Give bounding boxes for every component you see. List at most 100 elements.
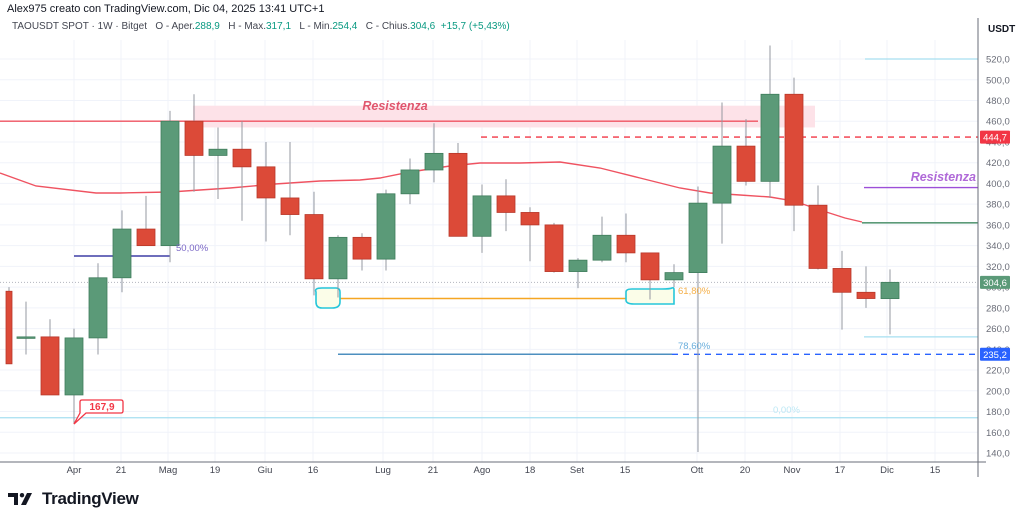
fib-50-label: 50,00% — [176, 243, 209, 254]
candle-down — [856, 291, 876, 299]
price-tick: 220,0 — [986, 366, 1010, 377]
candle-down — [736, 145, 756, 182]
price-tick: 260,0 — [986, 324, 1010, 335]
highlight-box-left — [314, 287, 341, 309]
candle-up — [208, 148, 228, 156]
time-tick: 17 — [835, 465, 846, 476]
time-tick: 21 — [116, 465, 127, 476]
annotation-labels: Resistenza Resistenza 50,00% 61,80% 78,60% 0,… — [73, 99, 976, 425]
time-tick: Set — [570, 465, 585, 476]
time-tick: 15 — [930, 465, 941, 476]
chart-attribution: Alex975 creato con TradingView.com, Dic … — [7, 3, 325, 15]
price-tick: 400,0 — [986, 179, 1010, 190]
candle-down — [280, 197, 300, 215]
price-tick: 160,0 — [986, 428, 1010, 439]
symbol-legend: TAOUSDT SPOT · 1W · Bitget O - Aper.288,… — [12, 21, 510, 32]
candle-down — [808, 204, 828, 269]
resistance-zone — [193, 105, 815, 128]
price-badge-label: 444,7 — [983, 133, 1007, 144]
price-tick: 520,0 — [986, 55, 1010, 66]
time-tick: Mag — [159, 465, 177, 476]
time-tick: 15 — [620, 465, 631, 476]
time-tick: Nov — [784, 465, 801, 476]
price-badge — [980, 347, 1010, 361]
time-tick: Dic — [880, 465, 894, 476]
time-tick: Giu — [258, 465, 273, 476]
price-tick: 420,0 — [986, 158, 1010, 169]
candle-down — [256, 166, 276, 199]
resistance-right-label: Resistenza — [911, 170, 976, 184]
candle-up — [400, 169, 420, 195]
currency-label: USDT — [988, 24, 1016, 35]
low-callout-label: 167,9 — [89, 402, 114, 413]
candle-up — [112, 228, 132, 279]
candle-down — [304, 214, 324, 280]
candle-up — [160, 120, 180, 247]
candles — [5, 45, 900, 452]
time-tick: 21 — [428, 465, 439, 476]
time-tick: Lug — [375, 465, 391, 476]
time-tick: 20 — [740, 465, 751, 476]
price-tick: 500,0 — [986, 75, 1010, 86]
price-tick: 460,0 — [986, 117, 1010, 128]
price-tick: 480,0 — [986, 96, 1010, 107]
candle-up — [424, 152, 444, 171]
resistance-label: Resistenza — [362, 99, 427, 113]
candle-up — [376, 193, 396, 260]
low-value: 254,4 — [332, 21, 358, 32]
low-label: L - Min. — [299, 21, 333, 32]
candle-up — [472, 195, 492, 237]
candle-up — [712, 145, 732, 204]
fib-618-label: 61,80% — [678, 286, 711, 297]
grid-lines — [0, 40, 978, 462]
candle-up — [64, 337, 84, 396]
tradingview-logo-icon — [8, 493, 32, 505]
axes[interactable]: 520,0500,0480,0460,0440,0420,0400,0380,0… — [0, 18, 1010, 477]
close-label: C - Chius. — [365, 21, 411, 32]
candle-down — [5, 290, 13, 365]
candle-down — [40, 336, 60, 396]
open-value: 288,9 — [194, 21, 220, 32]
price-tick: 380,0 — [986, 200, 1010, 211]
candle-down — [352, 236, 372, 260]
high-label: H - Max. — [228, 21, 266, 32]
price-badge — [980, 130, 1010, 144]
candle-down — [232, 148, 252, 168]
change-value: +15,7 (+5,43%) — [440, 21, 510, 32]
time-tick: Ott — [691, 465, 704, 476]
price-badge-label: 304,6 — [983, 278, 1007, 289]
price-tick: 200,0 — [986, 386, 1010, 397]
price-tick: 180,0 — [986, 407, 1010, 418]
candle-down — [184, 120, 204, 156]
symbol-info[interactable]: TAOUSDT SPOT · 1W · Bitget — [12, 21, 148, 32]
low-callout-box — [73, 399, 124, 425]
candle-up — [880, 281, 900, 300]
time-tick: 18 — [525, 465, 536, 476]
fib-786-label: 78,60% — [678, 341, 711, 352]
price-badge — [980, 275, 1010, 289]
candle-down — [520, 212, 540, 226]
candle-down — [616, 234, 636, 254]
price-badge-label: 235,2 — [983, 350, 1007, 361]
candle-up — [568, 259, 588, 272]
time-tick: Ago — [474, 465, 491, 476]
fib-0-label: 0,00% — [773, 405, 800, 416]
open-label: O - Aper. — [155, 21, 195, 32]
candle-up — [760, 93, 780, 182]
price-tick: 360,0 — [986, 220, 1010, 231]
candle-down — [784, 93, 804, 206]
price-tick: 140,0 — [986, 449, 1010, 460]
candle-up — [88, 277, 108, 339]
time-tick: 19 — [210, 465, 221, 476]
close-value: 304,6 — [410, 21, 436, 32]
candle-up — [16, 336, 36, 339]
price-tick: 320,0 — [986, 262, 1010, 273]
brand-name: TradingView — [42, 489, 139, 508]
candle-up — [592, 234, 612, 261]
candle-up — [664, 272, 684, 281]
candle-down — [832, 268, 852, 293]
candle-up — [328, 236, 348, 280]
candle-down — [448, 152, 468, 237]
time-tick: Apr — [67, 465, 82, 476]
